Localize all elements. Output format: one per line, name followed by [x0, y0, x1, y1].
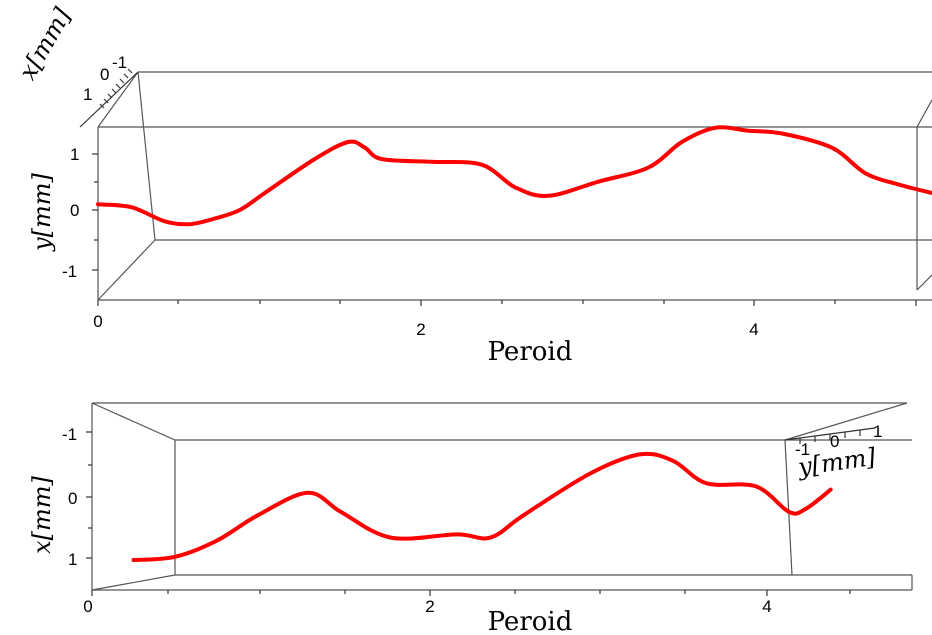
top-chart-frame	[97, 71, 932, 301]
top-chart: 0 2 4 1 0 -1 1 0 -1	[14, 3, 932, 367]
top-x-tick-label: 4	[749, 320, 758, 339]
bottom-y-ticks: -1 0 1	[62, 425, 92, 569]
top-y-tick-label: -1	[62, 262, 77, 281]
top-z-axis-title: x[mm]	[14, 3, 77, 85]
bottom-y-tick-label: -1	[62, 425, 77, 444]
bottom-z-ticks: -1 0 1	[784, 422, 882, 459]
bottom-series-line	[131, 451, 833, 562]
bottom-x-tick-label: 2	[425, 597, 434, 616]
bottom-chart-frame	[91, 402, 913, 591]
top-x-tick-label: 0	[93, 312, 102, 331]
top-z-ticks: 1 0 -1	[79, 53, 139, 128]
top-z-tick-label: 1	[83, 85, 92, 104]
bottom-x-ticks: 0 2 4	[83, 590, 851, 616]
bottom-z-tick-label: 0	[830, 432, 839, 451]
top-x-ticks: 0 2 4	[93, 300, 917, 339]
top-y-ticks: 1 0 -1	[62, 145, 98, 281]
bottom-z-tick-label: 1	[873, 422, 882, 441]
top-y-tick-label: 1	[70, 145, 79, 164]
bottom-z-tick-label: -1	[795, 440, 810, 459]
bottom-chart: 0 2 4 -1 0 1 -1 0 1 Peroid x[mm] y[mm]	[28, 402, 913, 635]
top-y-axis-title: y[mm]	[28, 172, 56, 251]
bottom-y-tick-label: 1	[68, 550, 77, 569]
top-series-line	[96, 125, 932, 227]
bottom-y-tick-label: 0	[68, 489, 77, 508]
top-x-axis-title: Peroid	[488, 337, 573, 367]
top-z-tick-label: -1	[112, 53, 127, 72]
bottom-y-axis-title: x[mm]	[28, 475, 56, 553]
top-z-tick-label: 0	[100, 65, 109, 84]
top-y-tick-label: 0	[70, 201, 79, 220]
bottom-x-tick-label: 4	[762, 597, 771, 616]
bottom-x-axis-title: Peroid	[488, 607, 573, 635]
top-x-tick-label: 2	[416, 320, 425, 339]
bottom-x-tick-label: 0	[83, 597, 92, 616]
